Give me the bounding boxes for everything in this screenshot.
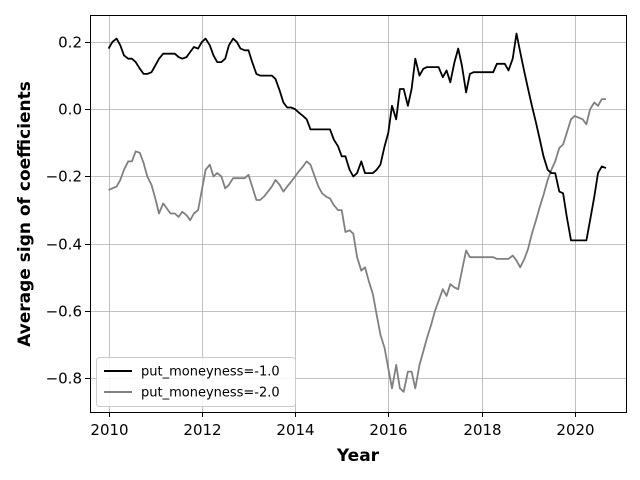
y-tick-label: −0.8 <box>46 370 82 388</box>
legend: put_moneyness=-1.0 put_moneyness=-2.0 <box>96 357 296 407</box>
series-line-2 <box>108 98 606 393</box>
y-axis: 0.2 0.0 −0.2 −0.4 −0.6 −0.8 <box>46 34 90 388</box>
legend-box <box>96 357 296 407</box>
y-tick-label: 0.0 <box>58 101 82 119</box>
y-tick-label: −0.2 <box>46 168 82 186</box>
x-tick-label: 2016 <box>369 421 407 439</box>
y-axis-label: Average sign of coefficients <box>15 81 35 347</box>
x-tick-label: 2020 <box>556 421 594 439</box>
legend-label-series-1: put_moneyness=-1.0 <box>141 365 280 380</box>
y-tick-label: −0.4 <box>46 236 82 254</box>
x-tick-label: 2018 <box>463 421 501 439</box>
x-axis: 2010 2012 2014 2016 2018 2020 <box>90 412 595 439</box>
plot-frame <box>90 15 627 413</box>
x-tick-label: 2014 <box>276 421 314 439</box>
y-tick-label: −0.6 <box>46 303 82 321</box>
series-line-1 <box>107 32 607 242</box>
x-tick-label: 2012 <box>183 421 221 439</box>
x-axis-label: Year <box>336 446 380 466</box>
legend-label-series-2: put_moneyness=-2.0 <box>141 386 280 401</box>
x-tick-label: 2010 <box>90 421 128 439</box>
series-group <box>107 32 607 393</box>
y-tick-label: 0.2 <box>58 34 82 52</box>
